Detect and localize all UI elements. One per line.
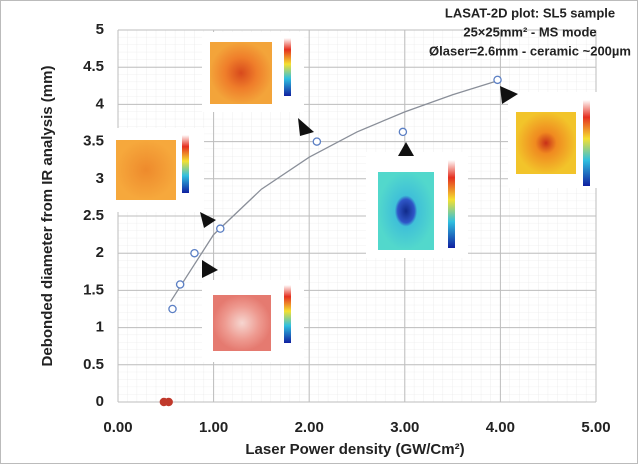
inset-map (516, 112, 576, 174)
x-tick-label: 3.00 (390, 419, 419, 436)
point (399, 128, 406, 135)
point (217, 225, 224, 232)
y-tick-label: 0.5 (83, 356, 104, 373)
point (177, 281, 184, 288)
chart: LASAT-2D plot: SL5 sample 25×25mm² - MS … (0, 0, 638, 464)
inset-map (116, 140, 176, 200)
point (169, 305, 176, 312)
x-tick-label: 0.00 (103, 419, 132, 436)
x-tick-label: 4.00 (486, 419, 515, 436)
point (191, 250, 198, 257)
inset-map (378, 172, 434, 250)
y-tick-label: 2 (96, 244, 104, 261)
y-tick-label: 1 (96, 319, 104, 336)
colorbar (284, 285, 291, 343)
title-line: Ølaser=2.6mm - ceramic ~200µm (429, 43, 631, 58)
y-tick-label: 1.5 (83, 281, 104, 298)
x-tick-label: 1.00 (199, 419, 228, 436)
title-line: LASAT-2D plot: SL5 sample (445, 5, 615, 20)
y-axis-label: Debonded diameter from IR analysis (mm) (39, 66, 56, 367)
colorbar (448, 160, 455, 248)
y-tick-label: 4.5 (83, 58, 104, 75)
x-axis-label: Laser Power density (GW/Cm²) (245, 441, 464, 458)
y-tick-label: 0 (96, 393, 104, 410)
point (165, 398, 172, 405)
point (494, 76, 501, 83)
colorbar (284, 38, 291, 96)
y-tick-label: 3.5 (83, 133, 104, 150)
point (313, 138, 320, 145)
y-tick-label: 3 (96, 170, 104, 187)
y-tick-label: 4 (96, 95, 105, 112)
inset-map (210, 42, 272, 104)
y-tick-label: 2.5 (83, 207, 104, 224)
colorbar (182, 135, 189, 193)
x-tick-label: 2.00 (295, 419, 324, 436)
y-tick-label: 5 (96, 21, 104, 38)
colorbar (583, 100, 590, 186)
title-line: 25×25mm² - MS mode (463, 24, 596, 39)
inset-map (213, 295, 271, 351)
x-tick-label: 5.00 (581, 419, 610, 436)
